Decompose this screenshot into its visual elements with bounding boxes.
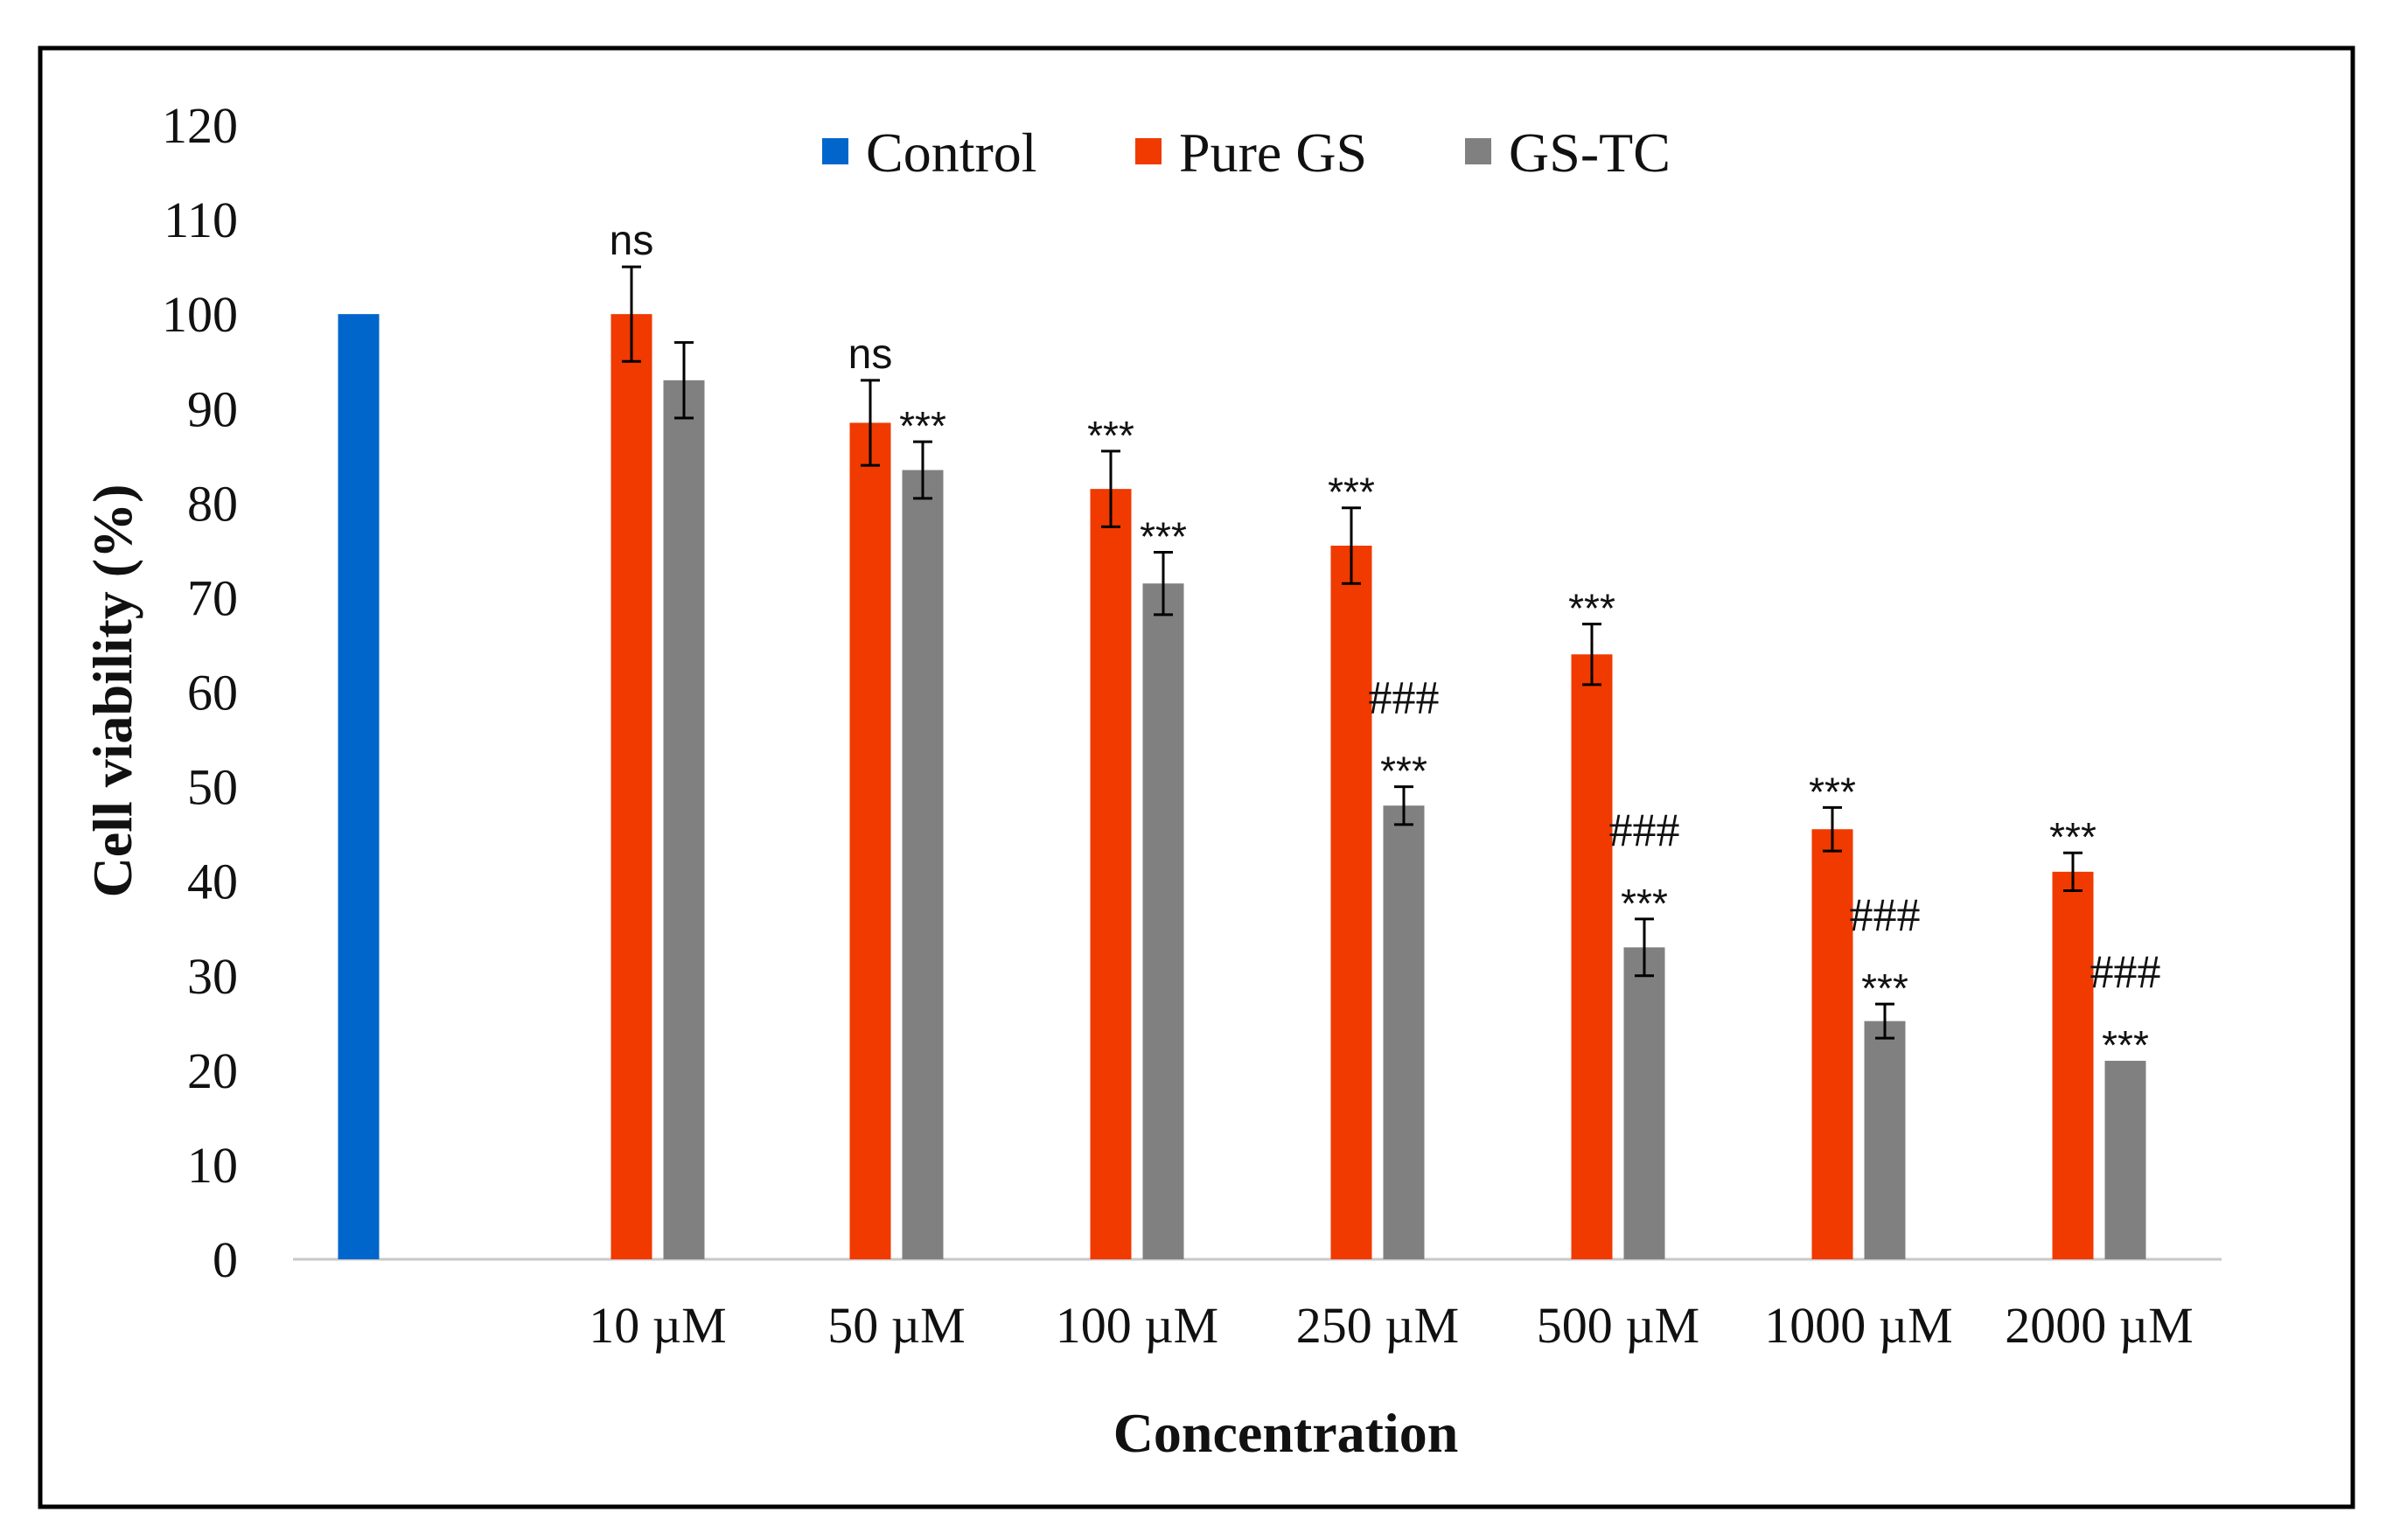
y-tick-label: 90 (187, 380, 238, 437)
chart-frame (38, 45, 2355, 1509)
bar-gs-tc (1142, 583, 1184, 1259)
significance-hash: ### (2090, 945, 2161, 998)
significance-stars: *** (1809, 769, 1856, 814)
x-axis-title: Concentration (1113, 1402, 1459, 1464)
bar-gs-tc (2104, 1061, 2146, 1259)
y-tick-label: 10 (187, 1137, 238, 1194)
y-tick-label: 70 (187, 569, 238, 626)
significance-stars: *** (1861, 965, 1908, 1011)
x-tick-label: 10 µM (589, 1297, 727, 1354)
y-axis-title: Cell viability (%) (81, 484, 143, 898)
y-tick-label: 50 (187, 759, 238, 816)
x-tick-label: 2000 µM (2005, 1297, 2194, 1354)
bar-gs-tc (902, 470, 944, 1259)
significance-ns: ns (610, 218, 654, 264)
significance-stars: *** (1568, 586, 1615, 631)
bar-gs-tc (663, 380, 705, 1259)
significance-stars: *** (2049, 814, 2096, 860)
significance-stars: *** (1621, 881, 1668, 926)
legend-swatch-control (822, 138, 848, 164)
bar-pure-gs (1090, 489, 1132, 1259)
bar-pure-gs (1571, 654, 1613, 1259)
legend-label: Pure GS (1179, 122, 1367, 184)
legend-label: GS-TC (1509, 122, 1671, 184)
bar-gs-tc (1383, 805, 1425, 1259)
bar-control (338, 314, 380, 1260)
x-tick-label: 50 µM (827, 1297, 966, 1354)
bar-pure-gs (1330, 545, 1372, 1259)
legend-swatch-pure-gs (1135, 138, 1162, 164)
bar-gs-tc (1864, 1021, 1906, 1259)
significance-stars: *** (2102, 1022, 2149, 1068)
y-axis-ticks: 0 10 20 30 40 50 60 70 80 90 100 110 120 (162, 97, 238, 1288)
y-tick-label: 40 (187, 854, 238, 910)
significance-stars: *** (1087, 413, 1134, 458)
y-tick-label: 0 (213, 1231, 238, 1288)
x-axis-ticks: 10 µM 50 µM 100 µM 250 µM 500 µM 1000 µM 2000 … (589, 1297, 2194, 1354)
y-tick-label: 30 (187, 948, 238, 1005)
significance-hash: ### (1850, 888, 1921, 941)
bar-pure-gs (1811, 829, 1853, 1259)
y-tick-label: 80 (187, 475, 238, 532)
y-tick-label: 60 (187, 665, 238, 721)
x-tick-label: 1000 µM (1764, 1297, 1953, 1354)
significance-hash: ### (1369, 672, 1440, 724)
x-tick-label: 250 µM (1296, 1297, 1460, 1354)
legend-label: Control (866, 122, 1037, 184)
significance-stars: *** (899, 403, 946, 449)
y-tick-label: 120 (162, 97, 238, 154)
x-tick-label: 500 µM (1537, 1297, 1700, 1354)
significance-stars: *** (1140, 514, 1187, 560)
bars (338, 314, 2146, 1260)
y-tick-label: 20 (187, 1042, 238, 1099)
legend-swatch-gs-tc (1465, 138, 1491, 164)
bar-pure-gs (849, 422, 891, 1259)
y-tick-label: 100 (162, 286, 238, 343)
significance-hash: ### (1609, 804, 1680, 856)
y-tick-label: 110 (164, 192, 238, 248)
error-bars (622, 265, 2083, 1040)
bar-pure-gs (610, 314, 652, 1260)
significance-ns: ns (848, 331, 893, 378)
legend: Control Pure GS GS-TC (822, 122, 1671, 184)
bar-gs-tc (1623, 947, 1665, 1259)
significance-stars: *** (1380, 749, 1427, 794)
bar-pure-gs (2052, 871, 2094, 1259)
significance-stars: *** (1328, 470, 1375, 515)
x-tick-label: 100 µM (1056, 1297, 1219, 1354)
